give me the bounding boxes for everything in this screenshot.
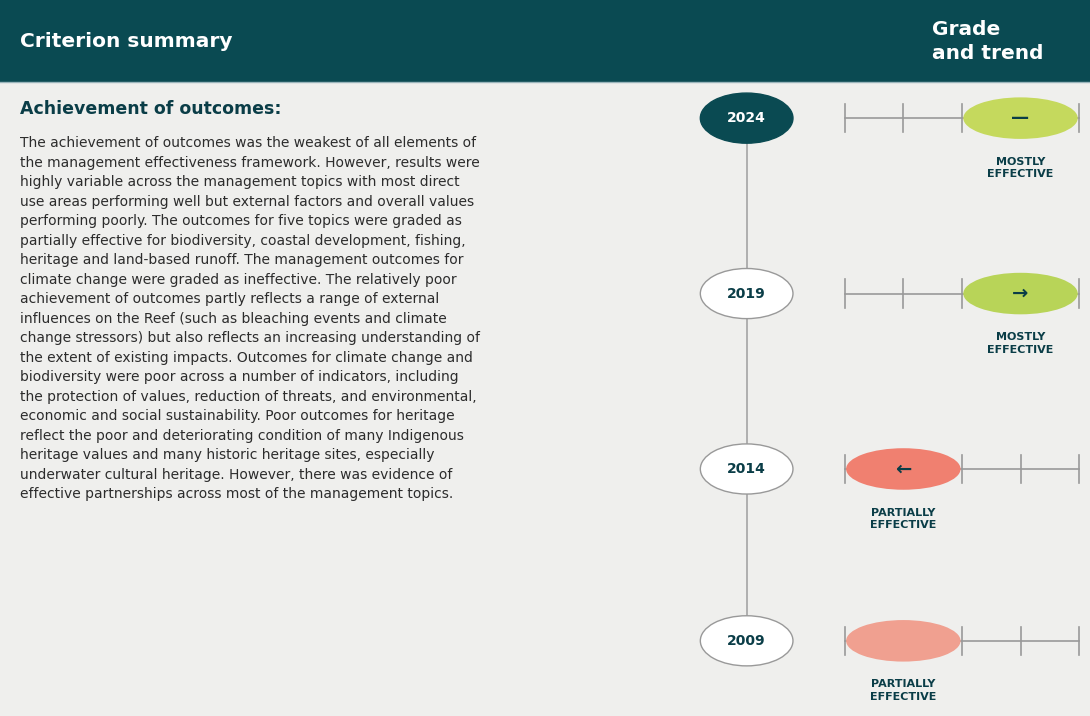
- Bar: [0, 0, 1090, 82]
- Text: 2009: 2009: [727, 634, 766, 648]
- Text: →: →: [1013, 284, 1029, 303]
- Ellipse shape: [846, 448, 960, 490]
- Text: MOSTLY
EFFECTIVE: MOSTLY EFFECTIVE: [988, 332, 1054, 354]
- Text: Criterion summary: Criterion summary: [20, 32, 232, 51]
- Ellipse shape: [700, 444, 794, 494]
- Text: PARTIALLY
EFFECTIVE: PARTIALLY EFFECTIVE: [870, 508, 936, 530]
- Text: The achievement of outcomes was the weakest of all elements of
the management ef: The achievement of outcomes was the weak…: [20, 136, 480, 501]
- Ellipse shape: [700, 616, 794, 666]
- Text: Grade
and trend: Grade and trend: [932, 19, 1043, 63]
- Text: —: —: [1012, 109, 1030, 127]
- Ellipse shape: [964, 273, 1078, 314]
- Text: MOSTLY
EFFECTIVE: MOSTLY EFFECTIVE: [988, 157, 1054, 179]
- Ellipse shape: [964, 97, 1078, 139]
- Text: ←: ←: [895, 460, 911, 478]
- Text: Achievement of outcomes:: Achievement of outcomes:: [20, 100, 281, 118]
- Text: 2019: 2019: [727, 286, 766, 301]
- Ellipse shape: [700, 93, 794, 143]
- Ellipse shape: [846, 620, 960, 662]
- Text: PARTIALLY
EFFECTIVE: PARTIALLY EFFECTIVE: [870, 679, 936, 702]
- Ellipse shape: [700, 268, 794, 319]
- Text: 2024: 2024: [727, 111, 766, 125]
- Text: 2014: 2014: [727, 462, 766, 476]
